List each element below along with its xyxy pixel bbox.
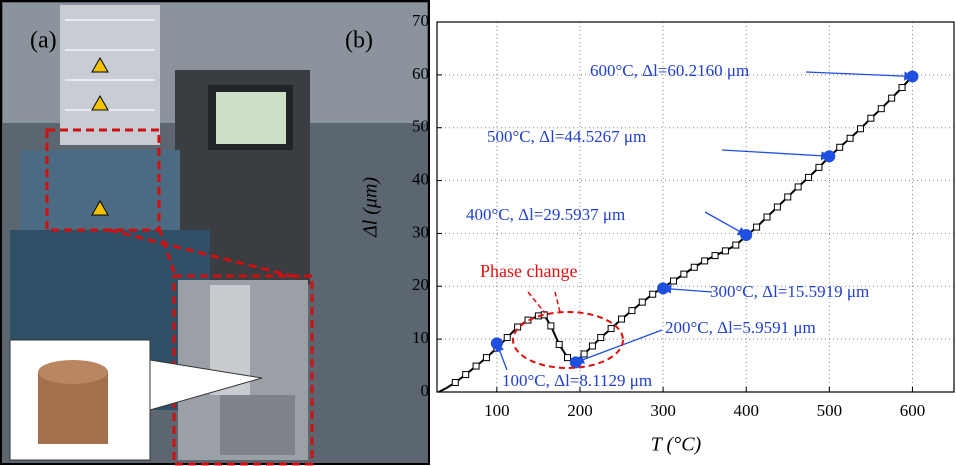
annotation: 500°C, Δl=44.5267 μm <box>487 127 646 146</box>
data-marker <box>867 114 875 122</box>
data-marker <box>753 223 761 231</box>
photo: (a) <box>0 0 430 466</box>
y-tick-label: 60 <box>412 64 429 83</box>
data-marker <box>763 213 771 221</box>
y-tick-label: 40 <box>412 169 429 188</box>
data-marker <box>462 371 470 379</box>
data-line <box>438 75 914 393</box>
x-tick-label: 300 <box>650 401 676 420</box>
data-marker <box>732 241 740 249</box>
annotation: 600°C, Δl=60.2160 μm <box>590 61 749 80</box>
annotation: 300°C, Δl=15.5919 μm <box>710 282 869 301</box>
data-marker <box>794 183 802 191</box>
highlight-point <box>657 282 670 295</box>
y-tick-label: 10 <box>412 328 429 347</box>
panel-label: (b) <box>345 28 373 54</box>
data-marker <box>784 193 792 201</box>
y-axis-label: Δl (μm) <box>360 177 382 238</box>
data-marker <box>472 362 480 370</box>
data-marker <box>701 257 709 265</box>
x-tick-label: 200 <box>567 401 593 420</box>
data-marker <box>856 125 864 133</box>
y-tick-label: 0 <box>421 381 430 400</box>
y-tick-label: 20 <box>412 275 429 294</box>
x-tick-label: 400 <box>733 401 759 420</box>
annotation: 200°C, Δl=5.9591 μm <box>665 318 816 337</box>
x-tick-label: 100 <box>484 401 510 420</box>
annotation-arrow <box>805 71 914 81</box>
highlight-point <box>823 150 836 163</box>
data-marker <box>503 334 511 342</box>
annotation: 100°C, Δl=8.1129 μm <box>502 371 652 390</box>
data-marker <box>547 322 555 330</box>
data-marker <box>628 307 636 315</box>
data-marker <box>711 252 719 260</box>
highlight-point <box>906 70 919 83</box>
x-tick-label: 600 <box>900 401 926 420</box>
annotation-arrow <box>574 329 663 364</box>
phase-ellipse <box>512 311 624 369</box>
data-marker <box>451 378 459 386</box>
data-marker <box>597 334 605 342</box>
y-tick-label: 30 <box>412 222 429 241</box>
data-marker <box>690 263 698 271</box>
highlight-point <box>569 356 582 369</box>
data-marker <box>721 247 729 255</box>
data-marker <box>773 203 781 211</box>
data-marker <box>555 340 563 348</box>
y-tick-label: 50 <box>412 117 429 136</box>
highlight-point <box>740 229 753 242</box>
data-marker <box>815 163 823 171</box>
data-marker <box>877 105 885 113</box>
data-marker <box>898 84 906 92</box>
data-marker <box>580 350 588 358</box>
phase-callout <box>527 291 561 314</box>
data-marker <box>563 354 571 362</box>
x-axis-label: T (°C) <box>651 434 702 456</box>
annotation-arrow <box>721 149 831 161</box>
data-marker <box>607 325 615 333</box>
data-marker <box>482 354 490 362</box>
y-tick-label: 70 <box>412 11 429 30</box>
data-marker <box>805 173 813 181</box>
annotation-arrow <box>704 211 747 236</box>
data-marker <box>618 315 626 323</box>
annotation-arrow <box>662 284 713 294</box>
panel-label: (a) <box>30 28 57 54</box>
phase-label: Phase change <box>480 261 577 281</box>
highlight-point <box>490 337 503 350</box>
annotation: 400°C, Δl=29.5937 μm <box>466 205 625 224</box>
data-marker <box>846 134 854 142</box>
data-marker <box>638 298 646 306</box>
data-marker <box>680 270 688 278</box>
x-tick-label: 500 <box>817 401 843 420</box>
plot-frame <box>436 21 955 393</box>
data-marker <box>888 94 896 102</box>
data-marker <box>669 277 677 285</box>
data-marker <box>836 143 844 151</box>
data-marker <box>588 342 596 350</box>
data-marker <box>649 290 657 298</box>
